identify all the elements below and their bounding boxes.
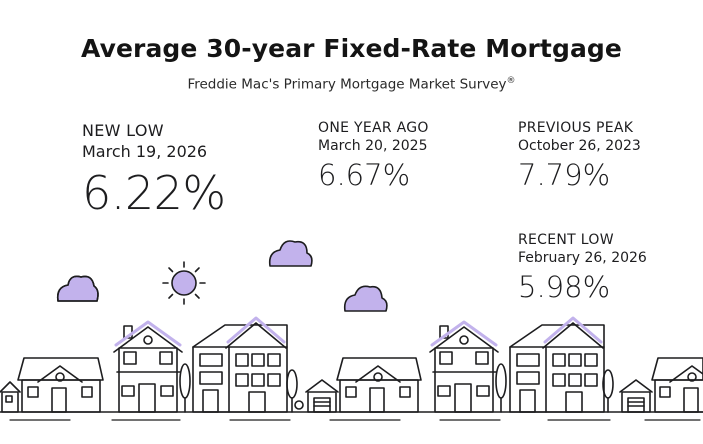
title-block: Average 30-year Fixed-Rate Mortgage: [0, 32, 703, 66]
tree-icon: [495, 363, 507, 413]
cloud-icon: [56, 275, 99, 302]
house-icon: [429, 320, 499, 413]
stat-label: NEW LOW: [82, 121, 164, 140]
stat-new-low: NEW LOW March 19, 2026 6.22%: [82, 120, 226, 216]
stat-date: February 26, 2026: [518, 250, 647, 266]
house-icon: [509, 316, 605, 413]
cloud-icon: [343, 285, 388, 312]
registered-mark: ®: [506, 76, 516, 86]
cloud-icon: [268, 240, 313, 267]
house-icon: [113, 320, 183, 413]
stat-label: PREVIOUS PEAK: [518, 120, 634, 136]
garage-icon: [305, 379, 339, 413]
house-icon: [651, 357, 703, 413]
tree-icon: [179, 363, 191, 413]
subtitle-text: Freddie Mac's Primary Mortgage Market Su…: [187, 76, 507, 93]
stat-value: 7.79%: [518, 158, 611, 192]
stat-one-year-ago: ONE YEAR AGO March 20, 2025 6.67%: [318, 119, 429, 190]
page-title: Average 30-year Fixed-Rate Mortgage: [75, 32, 628, 66]
house-icon: [17, 357, 104, 413]
stat-label: ONE YEAR AGO: [318, 120, 429, 136]
tree-icon: [286, 369, 298, 413]
stat-recent-low: RECENT LOW February 26, 2026 5.98%: [518, 231, 647, 302]
stat-date: March 20, 2025: [318, 138, 428, 154]
stat-value: 6.67%: [318, 158, 411, 192]
garage-icon: [619, 379, 653, 413]
house-icon: [336, 357, 422, 413]
stat-value: 5.98%: [518, 270, 611, 304]
house-icon: [192, 316, 288, 413]
tree-icon: [602, 369, 614, 413]
stat-date: March 19, 2026: [82, 142, 208, 161]
stat-previous-peak: PREVIOUS PEAK October 26, 2023 7.79%: [518, 119, 641, 190]
bush-icon: [294, 400, 304, 410]
sun-icon: [162, 261, 206, 305]
page-subtitle: Freddie Mac's Primary Mortgage Market Su…: [0, 76, 703, 93]
stat-value: 6.22%: [82, 166, 226, 220]
stat-date: October 26, 2023: [518, 138, 641, 154]
stat-label: RECENT LOW: [518, 232, 614, 248]
house-icon: [0, 381, 21, 413]
